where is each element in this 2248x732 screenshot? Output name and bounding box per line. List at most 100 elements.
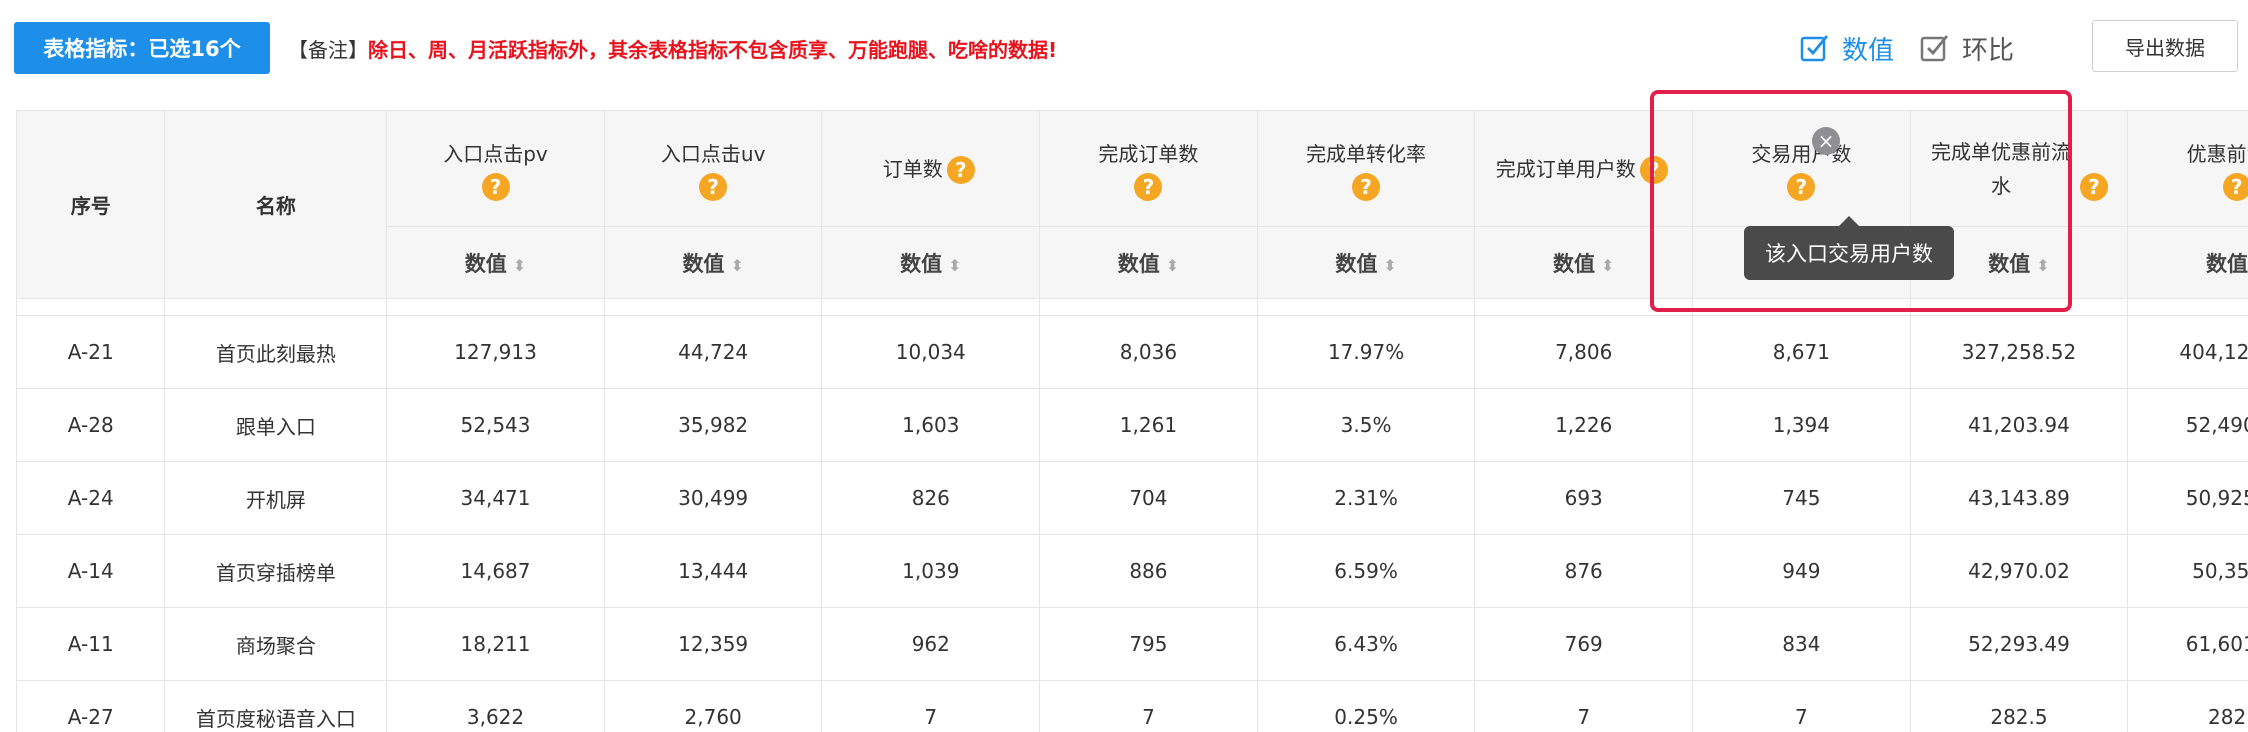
cell-index: A-11 (16, 607, 166, 681)
cell-value: 282.5 (1909, 680, 2129, 732)
cell-value: 10,034 (821, 315, 1041, 389)
header-col: 交易用户数? (1692, 110, 1911, 227)
cell-value: 795 (1039, 607, 1258, 681)
data-table-container[interactable]: 序号 名称 入口点击pv? 入口点击uv? 订单数? 完成订单数? 完成单转化率… (16, 110, 2248, 732)
cell-value: 949 (1692, 534, 1911, 608)
help-icon[interactable]: ? (699, 172, 728, 201)
cell-value: 2.31% (1256, 461, 1476, 535)
cell-value: 1,039 (821, 534, 1041, 608)
sort-icon[interactable]: ⬍ (948, 255, 962, 275)
table-row[interactable]: A-14 首页穿插榜单 14,687 13,444 1,039 886 6.59% 876 94… (16, 534, 2248, 608)
header-col: 完成订单用户数? (1474, 110, 1694, 227)
cell-value: 876 (1474, 534, 1694, 608)
help-icon[interactable]: ? (2222, 172, 2248, 201)
cell-name: 首页度秘语音入口 (164, 680, 388, 732)
cell-value: 8,671 (1692, 315, 1911, 389)
cell-value: 12,359 (603, 607, 823, 681)
cell-value: 7 (1474, 680, 1694, 732)
cell-value: 6.59% (1256, 534, 1476, 608)
cell-value: 50,925.25 (2127, 461, 2248, 535)
cell-name: 首页此刻最热 (164, 315, 388, 389)
cell-value: 52,293.49 (1909, 607, 2129, 681)
checkbox-value[interactable]: 数值 (1800, 22, 1894, 74)
help-icon[interactable]: ? (1787, 172, 1816, 201)
table-body: A-21 首页此刻最热 127,913 44,724 10,034 8,036 17.97%… (16, 298, 2248, 732)
checkbox-checked-icon (1800, 35, 1829, 62)
cell-value: 3,622 (386, 680, 605, 732)
cell-value: 1,603 (821, 388, 1041, 462)
cell-value: 14,687 (386, 534, 605, 608)
header-col: 完成单转化率? (1256, 110, 1476, 227)
cell-index: A-27 (16, 680, 166, 732)
tooltip-text: 该入口交易用户数 (1765, 242, 1933, 266)
header-name: 名称 (164, 110, 388, 299)
cell-value: 886 (1039, 534, 1258, 608)
cell-value: 282.5 (2127, 680, 2248, 732)
sort-header[interactable]: 数值⬍ (603, 226, 823, 299)
sort-header[interactable]: 数值⬍ (2127, 226, 2248, 299)
cell-value: 3.5% (1256, 388, 1476, 462)
cell-value: 127,913 (386, 315, 605, 389)
table-row[interactable]: A-28 跟单入口 52,543 35,982 1,603 1,261 3.5% 1,226 1… (16, 388, 2248, 462)
export-data-button[interactable]: 导出数据 (2092, 20, 2238, 72)
sort-icon[interactable]: ⬍ (512, 255, 527, 275)
header-col: 订单数? (821, 110, 1041, 227)
metrics-selector-button[interactable]: 表格指标：已选16个 (14, 22, 270, 74)
sort-header[interactable]: 数值⬍ (821, 226, 1041, 299)
sort-icon[interactable]: ⬍ (1383, 255, 1397, 275)
sort-header[interactable]: 数值⬍ (1039, 226, 1258, 299)
cell-value: 1,394 (1692, 388, 1911, 462)
cell-value: 7,806 (1474, 315, 1694, 389)
cell-value: 44,724 (603, 315, 823, 389)
table-row[interactable]: A-27首页度秘语音入口3,6222,760770.25%77282.5282.… (16, 680, 2248, 732)
sort-icon[interactable]: ⬍ (1601, 255, 1615, 275)
remark-prefix: 【备注】 (288, 37, 368, 62)
header-col: 完成订单数? (1039, 110, 1258, 227)
cell-value: 1,226 (1474, 388, 1694, 462)
cell-value: 962 (821, 607, 1041, 681)
table-spacer-row (16, 298, 2248, 316)
cell-value: 43,143.89 (1909, 461, 2129, 535)
close-icon[interactable]: × (1812, 127, 1840, 155)
cell-value: 13,444 (603, 534, 823, 608)
cell-value: 7 (1039, 680, 1258, 732)
sort-header[interactable]: 数值⬍ (1474, 226, 1694, 299)
help-icon[interactable]: ? (481, 172, 510, 201)
cell-index: A-28 (16, 388, 166, 462)
cell-name: 商场聚合 (164, 607, 388, 681)
sort-icon[interactable]: ⬍ (2036, 255, 2050, 275)
sort-icon[interactable]: ⬍ (730, 255, 744, 275)
cell-value: 693 (1474, 461, 1694, 535)
cell-value: 6.43% (1256, 607, 1476, 681)
cell-value: 52,543 (386, 388, 605, 462)
cell-value: 769 (1474, 607, 1694, 681)
help-icon[interactable]: ? (946, 156, 975, 184)
checkbox-ring-ratio[interactable]: 环比 (1920, 22, 2014, 74)
cell-name: 开机屏 (164, 461, 388, 535)
remark-note: 【备注】 除日、周、月活跃指标外，其余表格指标不包含质享、万能跑腿、吃啥的数据! (288, 22, 1057, 74)
cell-value: 35,982 (603, 388, 823, 462)
sort-header[interactable]: 数值⬍ (386, 226, 605, 299)
sort-icon[interactable]: ⬍ (1165, 255, 1180, 275)
cell-value: 8,036 (1039, 315, 1258, 389)
cell-value: 52,490.09 (2127, 388, 2248, 462)
remark-message: 除日、周、月活跃指标外，其余表格指标不包含质享、万能跑腿、吃啥的数据! (368, 37, 1058, 62)
cell-value: 50,355.6 (2127, 534, 2248, 608)
help-icon[interactable]: ? (1639, 156, 1668, 184)
data-table: 序号 名称 入口点击pv? 入口点击uv? 订单数? 完成订单数? 完成单转化率… (16, 110, 2248, 732)
sort-header[interactable]: 数值⬍ (1256, 226, 1476, 299)
help-icon[interactable]: ? (1134, 172, 1163, 201)
table-row[interactable]: A-11 商场聚合 18,211 12,359 962 795 6.43% 769 834 52,… (16, 607, 2248, 681)
header-col: 入口点击uv? (603, 110, 823, 227)
cell-value: 0.25% (1256, 680, 1476, 732)
cell-value: 41,203.94 (1909, 388, 2129, 462)
cell-value: 61,601.02 (2127, 607, 2248, 681)
help-icon[interactable]: ? (2079, 173, 2108, 201)
table-row[interactable]: A-24 开机屏 34,471 30,499 826 704 2.31% 693 745 43,1… (16, 461, 2248, 535)
table-row[interactable]: A-21 首页此刻最热 127,913 44,724 10,034 8,036 17.97%… (16, 315, 2248, 389)
cell-value: 745 (1692, 461, 1911, 535)
cell-name: 跟单入口 (164, 388, 388, 462)
cell-value: 1,261 (1039, 388, 1258, 462)
cell-value: 30,499 (603, 461, 823, 535)
help-icon[interactable]: ? (1352, 172, 1381, 201)
